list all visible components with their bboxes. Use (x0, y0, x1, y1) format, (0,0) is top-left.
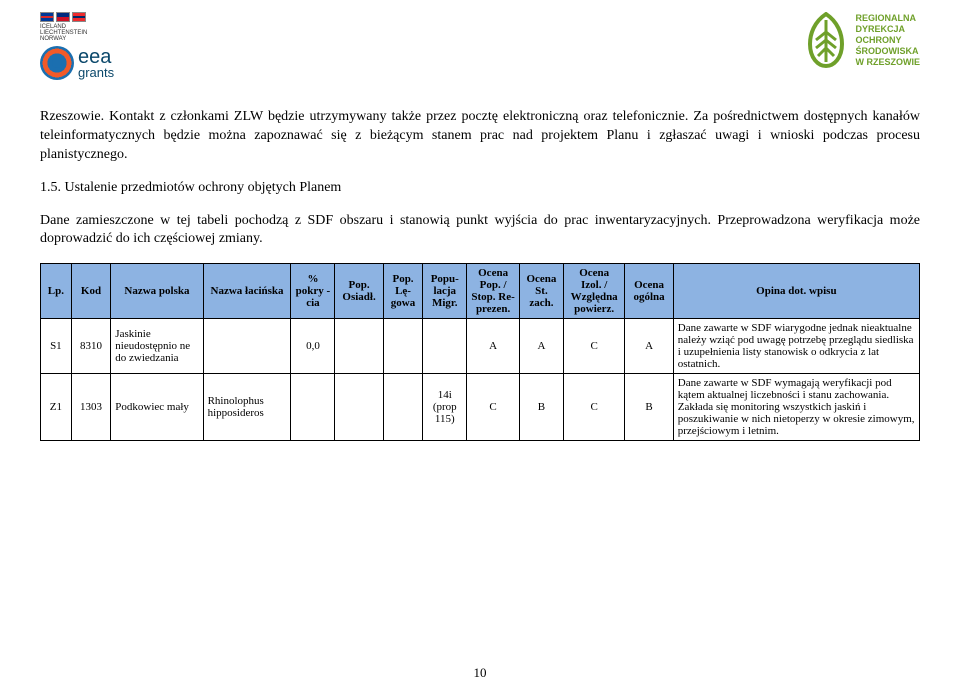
cell-ocena-st: A (519, 319, 563, 374)
th-ocena-ogolna: Ocena ogólna (625, 264, 673, 319)
cell-ocena-st: B (519, 374, 563, 441)
cell-kod: 8310 (71, 319, 111, 374)
rdos-line5: W RZESZOWIE (856, 57, 921, 68)
cell-nazwa-lacinska (203, 319, 291, 374)
table-row: S1 8310 Jaskinie nieudostępnio ne do zwi… (41, 319, 920, 374)
rdos-text: REGIONALNA DYREKCJA OCHRONY ŚRODOWISKA W… (856, 13, 921, 68)
rdos-line3: OCHRONY (856, 35, 921, 46)
eea-logo-block: eea grants (40, 46, 114, 80)
th-pop-legowa: Pop. Lę- gowa (383, 264, 423, 319)
cell-pokrycia (291, 374, 335, 441)
species-table: Lp. Kod Nazwa polska Nazwa łacińska % po… (40, 263, 920, 441)
th-nazwa-polska: Nazwa polska (111, 264, 203, 319)
body-content: Rzeszowie. Kontakt z członkami ZLW będzi… (40, 108, 920, 249)
eea-brand-sub: grants (78, 65, 114, 80)
paragraph-2: Dane zamieszczone w tej tabeli pochodzą … (40, 212, 920, 250)
cell-nazwa-polska: Jaskinie nieudostępnio ne do zwiedzania (111, 319, 203, 374)
th-lp: Lp. (41, 264, 72, 319)
cell-ocena-izol: C (563, 319, 625, 374)
cell-pop-migr (423, 319, 467, 374)
cell-lp: Z1 (41, 374, 72, 441)
cell-ocena-pop: C (467, 374, 520, 441)
th-ocena-pop: Ocena Pop. / Stop. Re- prezen. (467, 264, 520, 319)
th-nazwa-lacinska: Nazwa łacińska (203, 264, 291, 319)
table-header-row: Lp. Kod Nazwa polska Nazwa łacińska % po… (41, 264, 920, 319)
cell-opina: Dane zawarte w SDF wiarygodne jednak nie… (673, 319, 919, 374)
eea-grants-logo: ICELAND LIECHTENSTEIN NORWAY eea grants (40, 12, 114, 80)
cell-pop-migr: 14i (prop 115) (423, 374, 467, 441)
th-pop-migr: Popu- lacja Migr. (423, 264, 467, 319)
cell-kod: 1303 (71, 374, 111, 441)
flag-names: ICELAND LIECHTENSTEIN NORWAY (40, 24, 87, 42)
rdos-line4: ŚRODOWISKA (856, 46, 921, 57)
cell-ocena-ogolna: A (625, 319, 673, 374)
page-header: ICELAND LIECHTENSTEIN NORWAY eea grants … (40, 12, 920, 84)
flag-norway-icon (72, 12, 86, 22)
leaf-icon (804, 12, 848, 68)
cell-lp: S1 (41, 319, 72, 374)
th-kod: Kod (71, 264, 111, 319)
cell-ocena-ogolna: B (625, 374, 673, 441)
table-row: Z1 1303 Podkowiec mały Rhinolophus hippo… (41, 374, 920, 441)
page-number: 10 (474, 665, 487, 681)
paragraph-1: Rzeszowie. Kontakt z członkami ZLW będzi… (40, 108, 920, 165)
cell-ocena-pop: A (467, 319, 520, 374)
cell-nazwa-lacinska: Rhinolophus hipposideros (203, 374, 291, 441)
rdos-line2: DYREKCJA (856, 24, 921, 35)
th-ocena-st: Ocena St. zach. (519, 264, 563, 319)
cell-pop-osiadl (335, 319, 383, 374)
rdos-logo: REGIONALNA DYREKCJA OCHRONY ŚRODOWISKA W… (804, 12, 921, 68)
section-title: 1.5. Ustalenie przedmiotów ochrony objęt… (40, 179, 920, 198)
cell-pop-legowa (383, 319, 423, 374)
rdos-line1: REGIONALNA (856, 13, 921, 24)
cell-nazwa-polska: Podkowiec mały (111, 374, 203, 441)
flag-iceland-icon (40, 12, 54, 22)
cell-ocena-izol: C (563, 374, 625, 441)
cell-pokrycia: 0,0 (291, 319, 335, 374)
th-opina: Opina dot. wpisu (673, 264, 919, 319)
th-ocena-izol: Ocena Izol. / Względna powierz. (563, 264, 625, 319)
flag-liechtenstein-icon (56, 12, 70, 22)
cell-opina: Dane zawarte w SDF wymagają weryfikacji … (673, 374, 919, 441)
th-pokrycia: % pokry -cia (291, 264, 335, 319)
cell-pop-osiadl (335, 374, 383, 441)
eea-circle-icon (40, 46, 74, 80)
th-pop-osiadl: Pop. Osiadł. (335, 264, 383, 319)
cell-pop-legowa (383, 374, 423, 441)
flag-row (40, 12, 86, 22)
